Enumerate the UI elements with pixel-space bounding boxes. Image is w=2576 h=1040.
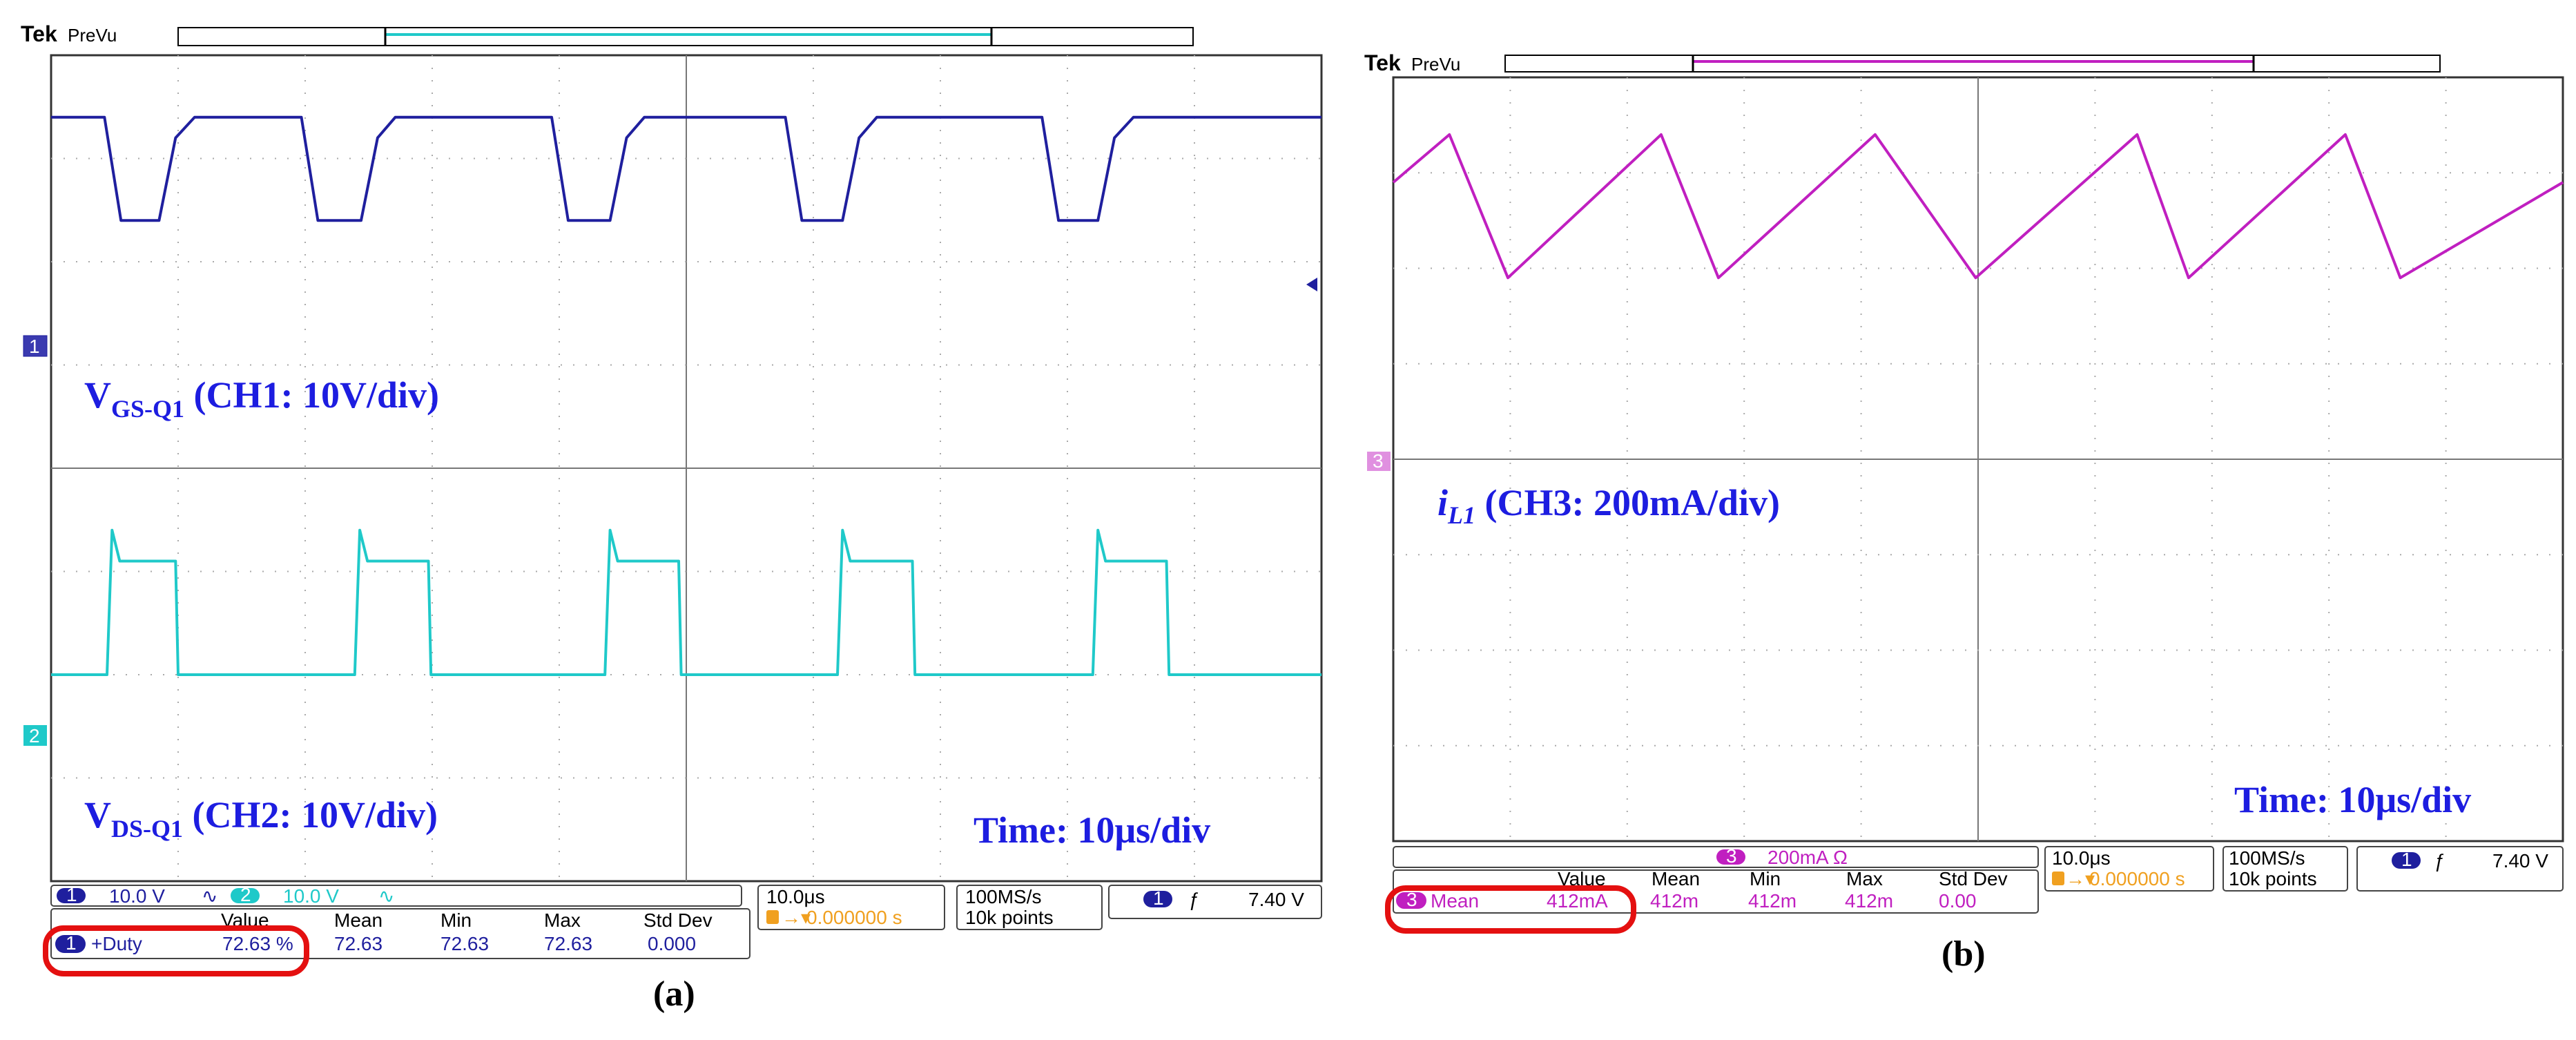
svg-text:100MS/s: 100MS/s [2229,847,2305,869]
il1-trace [1392,133,2564,280]
svg-text:3: 3 [1373,450,1384,472]
vds-annotation: VDS-Q1 (CH2: 10V/div) [84,794,438,842]
svg-text:10k points: 10k points [965,907,1054,928]
record-bar [177,27,1194,46]
col-header-max: Max [1846,868,1883,889]
acquisition-box[interactable]: 100MS/s 10k points [2222,846,2348,892]
svg-text:3: 3 [1726,845,1737,867]
svg-text:0.000000 s: 0.000000 s [806,907,902,928]
svg-text:7.40 V: 7.40 V [2492,850,2548,872]
svg-text:ƒ: ƒ [1189,889,1200,910]
time-annotation: Time: 10μs/div [974,809,1210,851]
figure-caption-b: (b) [1941,934,1986,974]
highlight-oval [1385,885,1636,934]
measurement-table[interactable]: Value Mean Min Max Std Dev 3 Mean 412mA … [1393,868,2039,914]
scope-panel-a: Tek PreVu T 1 2 VGS-Q1 (CH1: 10V/div) VD… [21,21,1323,1014]
svg-text:200mA Ω: 200mA Ω [1768,847,1848,868]
acquisition-box[interactable]: 100MS/s 10k points [956,885,1103,930]
meas-std-dev: 0.00 [1939,890,1977,912]
meas-label: Mean [1431,890,1479,912]
svg-text:10.0 V: 10.0 V [109,885,165,907]
svg-text:10.0μs: 10.0μs [2052,847,2111,869]
il-annotation: iL1 (CH3: 200mA/div) [1437,482,1780,529]
col-header-std-dev: Std Dev [1939,868,2008,889]
svg-text:1: 1 [66,884,77,905]
svg-text:100MS/s: 100MS/s [965,886,1042,907]
svg-text:1: 1 [29,336,40,357]
svg-text:10k points: 10k points [2229,868,2317,889]
meas-max: 72.63 [544,933,592,954]
svg-text:0.000000 s: 0.000000 s [2089,868,2185,889]
svg-text:∿: ∿ [378,885,394,907]
meas-mean: 412m [1650,890,1698,912]
svg-text:→▾: →▾ [2066,868,2095,889]
graticule [50,54,1323,883]
col-header-min: Min [440,909,472,931]
meas-label: +Duty [91,933,142,954]
scope-a-svg: Tek PreVu T 1 2 VGS-Q1 (CH1: 10V/div) VD… [21,21,1323,1014]
scope-b-svg: Tek PreVu T 3 iL1 (CH3: 200mA/div) Time:… [1364,50,2564,974]
svg-text:7.40 V: 7.40 V [1248,889,1304,910]
svg-text:∿: ∿ [202,885,217,907]
mode-label: PreVu [1411,54,1460,75]
trigger-box[interactable]: 1 ƒ 7.40 V [2356,846,2564,892]
channel-scale-box[interactable]: 3 200mA Ω [1393,845,2039,868]
meas-min: 412m [1748,890,1797,912]
col-header-std-dev: Std Dev [643,909,713,931]
highlight-oval [43,925,309,976]
brand-label: Tek [21,21,57,46]
meas-min: 72.63 [440,933,489,954]
svg-text:10.0μs: 10.0μs [766,886,825,907]
col-header-mean: Mean [334,909,382,931]
ch1-ground-marker[interactable]: 1 [23,335,48,357]
svg-text:2: 2 [240,884,251,905]
timebase-box[interactable]: 10.0μs →▾ 0.000000 s [2044,846,2214,892]
svg-text:ƒ: ƒ [2434,850,2446,872]
ch3-ground-marker[interactable]: 3 [1367,450,1391,472]
scope-panel-b: Tek PreVu T 3 iL1 (CH3: 200mA/div) Time:… [1360,0,2576,1040]
timebase-box[interactable]: 10.0μs →▾ 0.000000 s [757,885,945,930]
svg-text:1: 1 [2401,849,2412,870]
ch2-ground-marker[interactable]: 2 [23,725,47,747]
svg-text:2: 2 [29,725,40,747]
meas-mean: 72.63 [334,933,382,954]
svg-text:1: 1 [66,932,77,954]
graticule [1392,76,2564,842]
record-bar [1504,55,2441,73]
brand-label: Tek [1364,50,1401,75]
svg-text:1: 1 [1153,887,1164,909]
measurement-table[interactable]: Value Mean Min Max Std Dev 1 +Duty 72.63… [50,908,750,959]
col-header-min: Min [1750,868,1781,889]
meas-max: 412m [1845,890,1893,912]
col-header-mean: Mean [1652,868,1700,889]
time-annotation: Time: 10μs/div [2234,779,2471,820]
meas-value: 72.63 % [222,933,293,954]
vgs-annotation: VGS-Q1 (CH1: 10V/div) [84,374,439,423]
col-header-max: Max [544,909,581,931]
svg-text:10.0 V: 10.0 V [283,885,339,907]
mode-label: PreVu [68,25,117,46]
trigger-level-arrow-icon [1306,278,1317,291]
svg-text:→▾: →▾ [782,907,811,928]
trigger-box[interactable]: 1 ƒ 7.40 V [1108,885,1322,919]
channel-scale-box[interactable]: 1 10.0 V ∿ 2 10.0 V ∿ [50,884,742,907]
svg-text:3: 3 [1406,889,1417,910]
meas-value: 412mA [1547,890,1608,912]
figure-caption-a: (a) [653,974,695,1014]
meas-std-dev: 0.000 [648,933,696,954]
